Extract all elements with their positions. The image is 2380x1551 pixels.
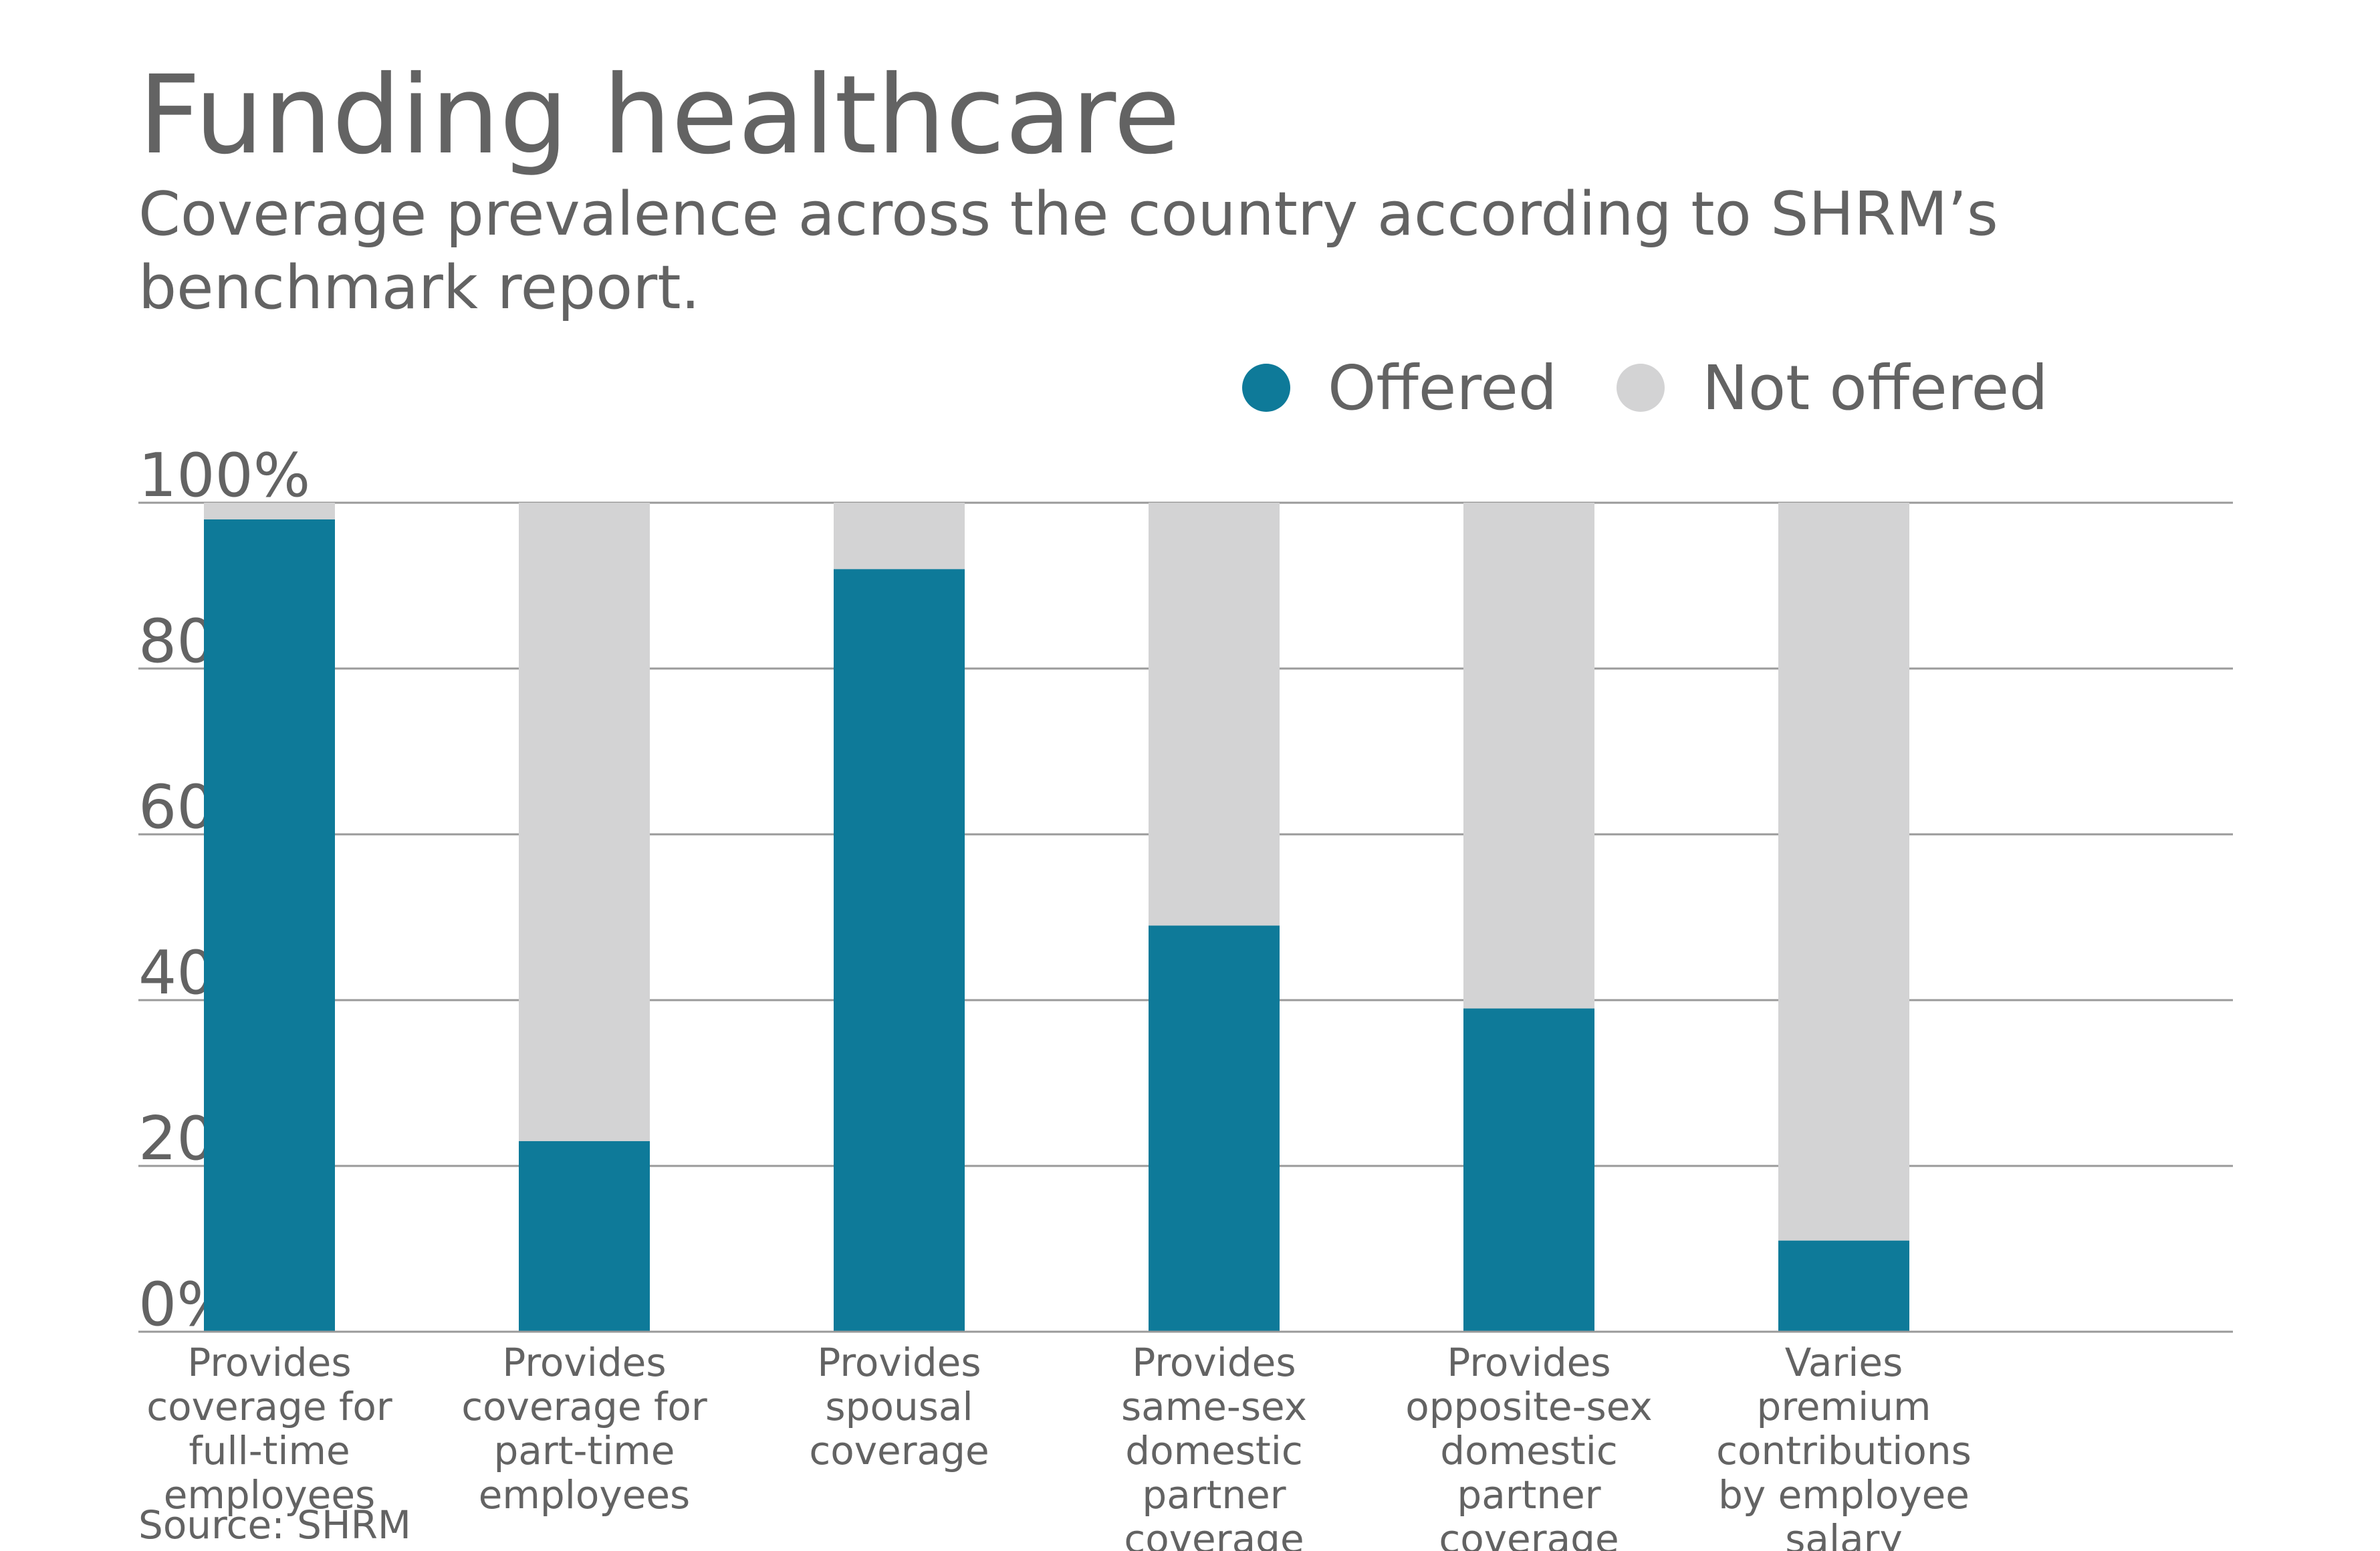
x-category-label-line: premium xyxy=(1757,1384,1931,1429)
legend-item-not-offered: Not offered xyxy=(1617,348,2048,428)
x-category-label-line: Provides xyxy=(817,1340,981,1385)
bar-offered-2 xyxy=(519,1141,650,1332)
chart-title: Funding healthcare xyxy=(138,53,1181,178)
bar-not-offered-1 xyxy=(204,503,335,519)
legend-item-offered: Offered xyxy=(1242,348,1557,428)
x-category-label-line: Varies xyxy=(1785,1340,1903,1385)
x-category-label-line: domestic xyxy=(1125,1428,1302,1473)
legend-swatch-offered xyxy=(1242,364,1290,412)
x-category-label-5: Provides opposite-sex domestic partner cover… xyxy=(1405,1340,1653,1551)
bar-not-offered-3 xyxy=(834,503,965,570)
bar-offered-6 xyxy=(1778,1240,1909,1332)
x-category-label-line: coverage xyxy=(1439,1516,1619,1551)
bar-not-offered-6 xyxy=(1778,503,1909,1241)
bar-not-offered-2 xyxy=(519,503,650,1141)
y-tick-label-100: 100% xyxy=(138,441,310,511)
bar-not-offered-5 xyxy=(1463,503,1594,1009)
x-category-label-line: partner xyxy=(1457,1472,1600,1518)
x-category-label-line: part-time xyxy=(494,1428,675,1473)
bar-not-offered-4 xyxy=(1149,503,1280,926)
x-category-label-3: Provides spousal coverage xyxy=(809,1340,989,1473)
x-category-label-line: same-sex xyxy=(1121,1384,1307,1429)
x-category-label-line: coverage for xyxy=(146,1384,392,1429)
x-category-label-line: by employee xyxy=(1718,1472,1970,1518)
x-category-label-line: Provides xyxy=(1447,1340,1611,1385)
x-category-label-line: employees xyxy=(479,1472,691,1518)
bar-offered-5 xyxy=(1463,1008,1594,1332)
x-category-label-line: Provides xyxy=(502,1340,666,1385)
x-category-label-1: Provides coverage for full-time employees xyxy=(146,1340,392,1518)
x-category-label-line: Provides xyxy=(187,1340,351,1385)
x-category-label-line: coverage xyxy=(809,1428,989,1473)
source-note: Source: SHRM xyxy=(138,1502,411,1548)
x-category-label-line: coverage xyxy=(1124,1516,1304,1551)
x-category-label-line: opposite-sex xyxy=(1405,1384,1653,1429)
chart-legend: Offered Not offered xyxy=(0,348,2380,428)
x-category-label-line: partner xyxy=(1142,1472,1286,1518)
x-category-label-line: spousal xyxy=(825,1384,973,1429)
x-category-label-line: contributions xyxy=(1716,1428,1972,1473)
chart-subtitle: Coverage prevalence across the country a… xyxy=(138,179,1998,323)
x-category-label-line: employees xyxy=(164,1472,376,1518)
legend-label-not-offered: Not offered xyxy=(1702,352,2048,424)
x-category-label-4: Provides same-sex domestic partner coverage xyxy=(1121,1340,1307,1551)
x-category-label-2: Provides coverage for part-time employees xyxy=(461,1340,707,1518)
bar-offered-4 xyxy=(1149,925,1280,1332)
x-category-label-6: Varies premium contributions by employee sal… xyxy=(1716,1340,1972,1551)
x-category-label-line: full-time xyxy=(189,1428,350,1473)
legend-swatch-not-offered xyxy=(1617,364,1665,412)
x-category-label-line: Provides xyxy=(1132,1340,1296,1385)
x-category-label-line: domestic xyxy=(1440,1428,1617,1473)
bar-offered-1 xyxy=(204,519,335,1332)
x-category-label-line: salary xyxy=(1785,1516,1903,1551)
x-category-label-line: coverage for xyxy=(461,1384,707,1429)
legend-label-offered: Offered xyxy=(1328,352,1558,424)
bar-offered-3 xyxy=(834,569,965,1332)
